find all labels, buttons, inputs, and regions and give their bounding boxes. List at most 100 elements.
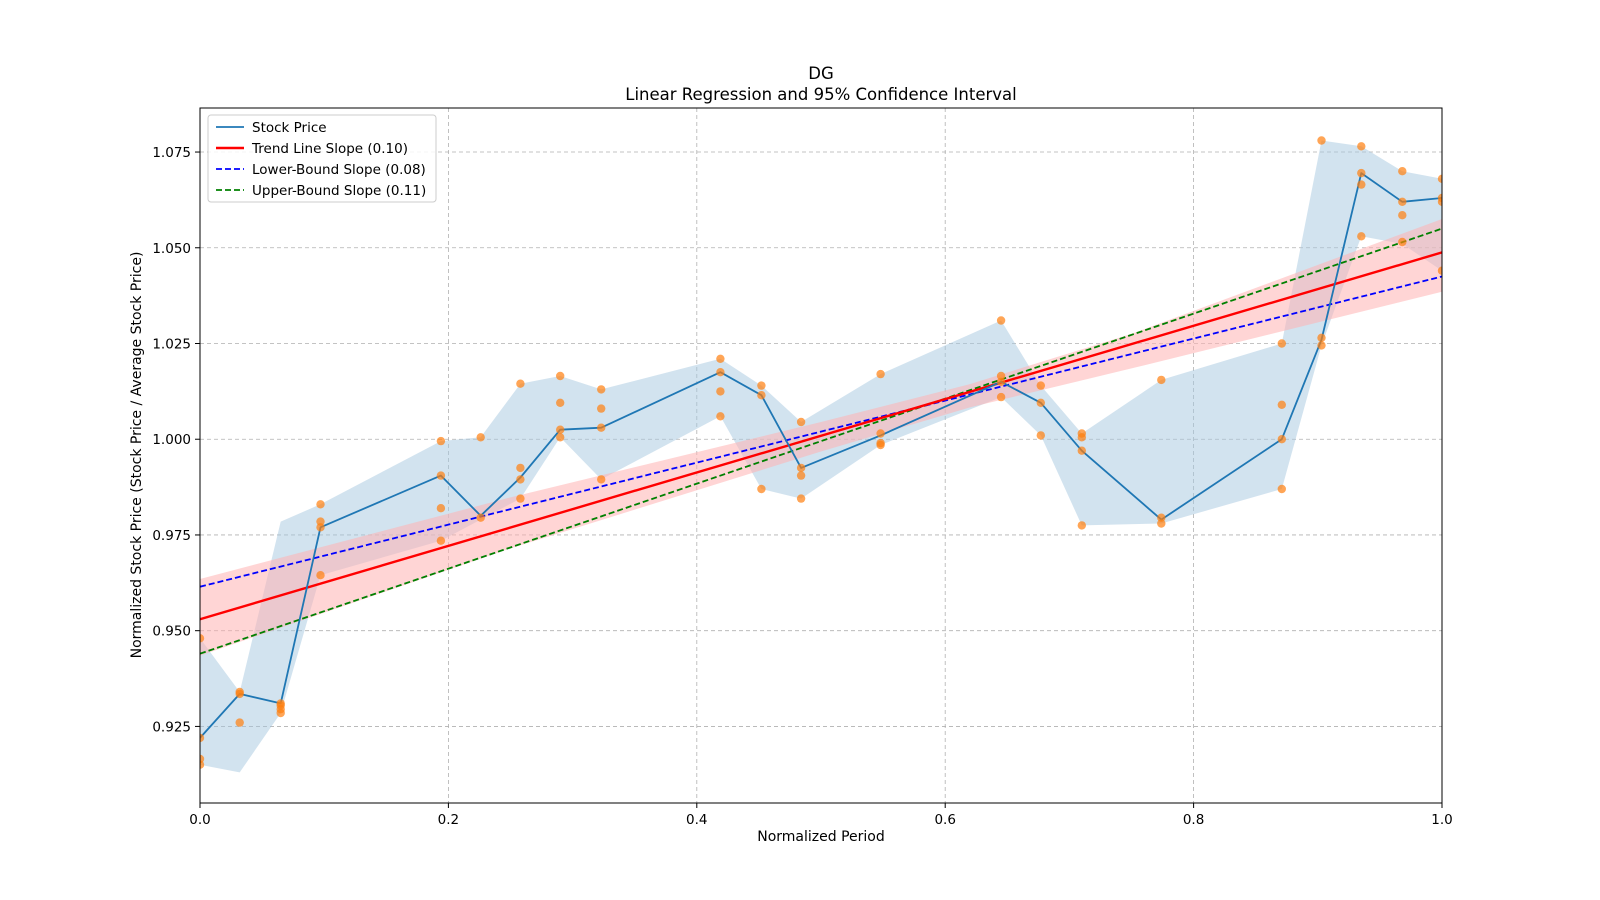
scatter-point [597, 404, 606, 413]
scatter-point [1437, 266, 1442, 275]
scatter-point [276, 708, 285, 718]
scatter-point [996, 377, 1006, 386]
legend-label-upper-bound: Upper-Bound Slope (0.11) [252, 183, 426, 199]
scatter-point [1398, 167, 1407, 176]
scatter-point [1398, 197, 1407, 206]
y-tick-label: 0.950 [152, 624, 191, 640]
scatter-point [1036, 381, 1046, 390]
scatter-point [1398, 211, 1407, 220]
y-tick-label: 1.075 [152, 145, 191, 161]
scatter-point [556, 425, 565, 434]
scatter-point [1317, 341, 1326, 350]
scatter-point [1077, 433, 1087, 442]
scatter-point [1437, 197, 1442, 206]
x-tick-label: 0.2 [438, 812, 459, 828]
scatter-point [436, 436, 446, 446]
scatter-point [1437, 174, 1442, 183]
trend-line [200, 251, 1442, 621]
y-tick-label: 0.925 [152, 719, 191, 735]
y-tick-label: 1.025 [152, 336, 191, 352]
scatter-point [1357, 232, 1366, 241]
scatter-point [1317, 136, 1326, 145]
scatter-point [716, 387, 725, 396]
scatter-point [1077, 446, 1087, 455]
scatter-point [1077, 521, 1087, 530]
y-axis-label: Normalized Stock Price (Stock Price / Av… [129, 252, 145, 659]
scatter-point [1317, 333, 1326, 342]
scatter-point [516, 463, 525, 473]
scatter-point [1357, 180, 1366, 189]
scatter-point [1398, 237, 1407, 247]
chart-title: DG [808, 64, 834, 83]
scatter-point [1277, 400, 1287, 409]
scatter-point [200, 634, 205, 643]
scatter-point [556, 433, 565, 442]
scatter-point [796, 494, 806, 503]
axis-ticks: 0.0 0.2 0.4 0.6 0.8 1.0 0.925 0.950 0.975 1.000 1.… [152, 145, 1452, 828]
price-range-band [200, 140, 1442, 773]
scatter-point [757, 484, 766, 494]
scatter-point [597, 385, 606, 394]
upper-bound-line [200, 227, 1442, 655]
stock-price-line [200, 172, 1442, 739]
scatter-point [716, 354, 725, 363]
scatter-point [516, 475, 525, 484]
scatter-point [996, 392, 1006, 402]
y-tick-label: 1.050 [152, 241, 191, 257]
legend-box [207, 114, 437, 203]
x-tick-label: 0.0 [189, 812, 210, 828]
scatter-point [1277, 484, 1287, 494]
scatter-point [876, 429, 885, 438]
scatter-point [757, 381, 766, 390]
scatter-point [796, 463, 806, 473]
scatter-point [436, 504, 446, 513]
scatter-point [796, 417, 806, 427]
x-tick-label: 1.0 [1431, 812, 1452, 828]
scatter-point [1157, 519, 1166, 528]
scatter-point [996, 371, 1006, 381]
scatter-point [316, 500, 325, 509]
scatter-point [876, 440, 885, 450]
x-tick-label: 0.4 [686, 812, 707, 828]
scatter-point [597, 475, 606, 484]
plot-data [200, 136, 1442, 773]
scatter-point [235, 718, 244, 727]
scatter-point [996, 316, 1006, 325]
scatter-point [796, 471, 806, 480]
trend-confidence-band [200, 219, 1442, 656]
scatter-point [476, 433, 485, 442]
scatter-point [436, 471, 446, 480]
legend-label-stock-price: Stock Price [252, 120, 327, 136]
scatter-point [1036, 431, 1046, 440]
scatter-point [716, 368, 725, 377]
scatter-point [1277, 339, 1287, 348]
scatter-point [516, 379, 525, 388]
plot-frame [199, 107, 1443, 804]
legend-label-trend-line: Trend Line Slope (0.10) [251, 141, 408, 157]
scatter-point [597, 423, 606, 432]
scatter-point [476, 513, 485, 522]
scatter-point [1277, 435, 1287, 444]
scatter-point [516, 494, 525, 503]
scatter-point [1036, 398, 1046, 407]
scatter-point [757, 391, 766, 400]
scatter-point [1157, 513, 1166, 522]
y-tick-label: 1.000 [152, 432, 191, 448]
scatter-point [716, 412, 725, 421]
scatter-point [316, 571, 325, 580]
x-tick-label: 0.6 [934, 812, 955, 828]
scatter-point [200, 760, 205, 769]
scatter-point [1357, 168, 1366, 178]
scatter-point [876, 369, 885, 379]
y-tick-label: 0.975 [152, 528, 191, 544]
scatter-point [436, 536, 446, 545]
scatter-point [1357, 142, 1366, 151]
lower-bound-line [200, 275, 1442, 588]
scatter-point [1157, 375, 1166, 385]
legend: Stock Price Trend Line Slope (0.10) Lowe… [207, 114, 437, 203]
scatter-point [316, 523, 325, 532]
scatter-point [200, 733, 205, 743]
legend-label-lower-bound: Lower-Bound Slope (0.08) [252, 162, 426, 178]
